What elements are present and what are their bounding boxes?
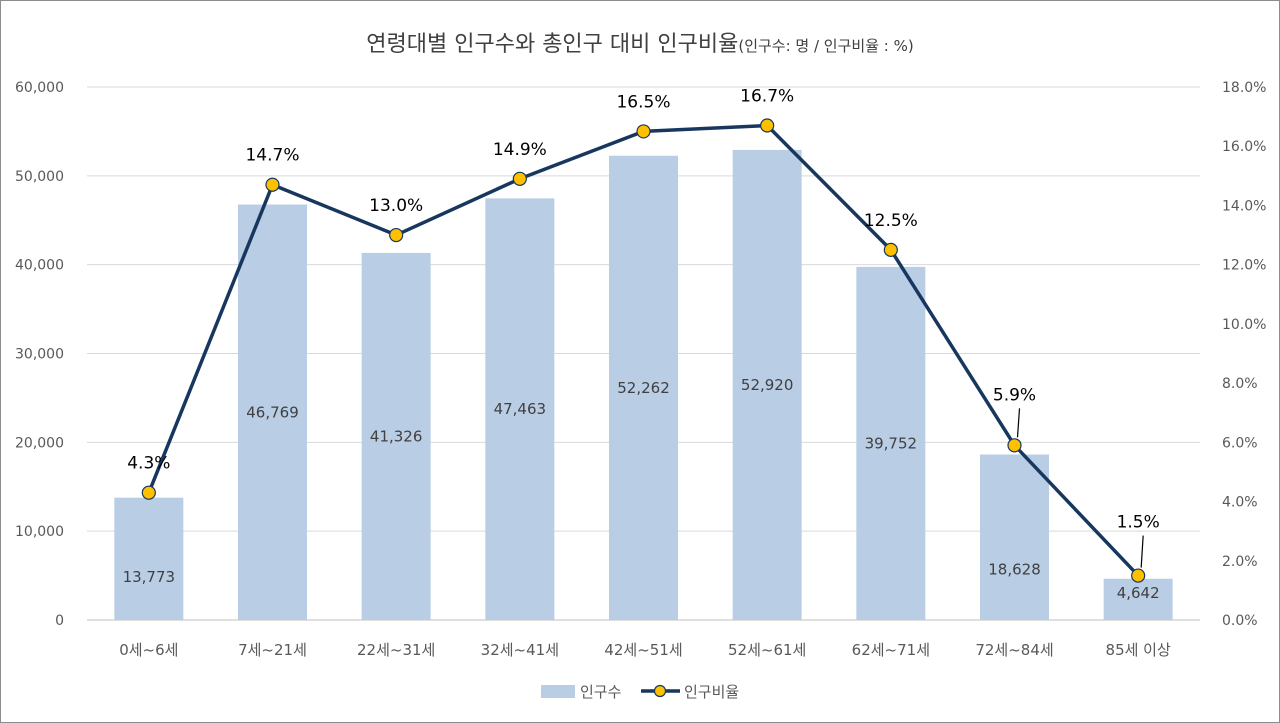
left-axis-tick-label: 20,000 (15, 435, 64, 451)
category-label: 22세~31세 (357, 641, 435, 659)
line-point (760, 118, 775, 133)
left-axis-tick-label: 50,000 (15, 169, 64, 185)
category-label: 42세~51세 (604, 641, 682, 659)
category-label: 0세~6세 (119, 641, 178, 659)
right-axis-tick-label: 10.0% (1222, 317, 1266, 333)
bar (1103, 578, 1173, 620)
right-axis-tick-label: 0.0% (1222, 613, 1258, 629)
legend: 인구수 인구비율 (541, 683, 739, 701)
bar (732, 149, 802, 621)
line-label-leader (1016, 408, 1021, 438)
chart-title: 연령대별 인구수와 총인구 대비 인구비율(인구수: 명 / 인구비율 : %) (0, 26, 1280, 58)
bar (856, 266, 926, 620)
right-axis-tick-label: 14.0% (1222, 198, 1266, 214)
line-label-leader (1140, 535, 1144, 568)
bar-data-label: 41,326 (370, 427, 423, 445)
bar-data-label: 18,628 (988, 560, 1041, 578)
bar (114, 497, 184, 620)
legend-bar-swatch (541, 685, 575, 698)
legend-bar-label: 인구수 (580, 683, 621, 701)
right-axis-tick-label: 2.0% (1222, 554, 1258, 570)
bar-data-label: 4,642 (1117, 584, 1160, 602)
legend-line-label: 인구비율 (684, 683, 739, 701)
left-axis-tick-label: 40,000 (15, 258, 64, 274)
line-point (512, 171, 527, 186)
line-data-label: 14.9% (493, 140, 547, 160)
line-point (1007, 438, 1022, 453)
line-point (636, 124, 651, 139)
line-data-label: 16.7% (740, 86, 794, 106)
left-axis-ticks: 0 10,000 20,000 30,000 40,000 50,000 60,000 (15, 80, 64, 629)
line-point (265, 177, 280, 192)
line-point (389, 227, 404, 243)
line-data-label: 12.5% (864, 211, 918, 231)
bar (485, 198, 555, 620)
bar-data-label: 52,262 (617, 379, 670, 397)
bar-data-label: 46,769 (246, 403, 299, 421)
left-axis-tick-label: 10,000 (15, 524, 64, 540)
bar-data-labels: 13,773 46,769 41,326 47,463 52,262 52,920 39,7… (123, 376, 1160, 602)
bar (980, 454, 1049, 620)
line-data-label: 1.5% (1117, 513, 1160, 533)
line-point (883, 242, 898, 257)
bar (238, 204, 307, 620)
chart-title-subtitle: (인구수: 명 / 인구비율 : %) (738, 37, 914, 55)
category-label: 85세 이상 (1106, 641, 1171, 659)
line-series (141, 118, 1146, 583)
right-axis-tick-label: 12.0% (1222, 258, 1266, 274)
line-point (1131, 568, 1146, 583)
line-data-labels: 4.3% 14.7% 13.0% 14.9% 16.5% 16.7% 12.5% 5.9% 1.… (127, 86, 1160, 568)
bar-series (114, 149, 1173, 621)
right-axis-tick-label: 4.0% (1222, 495, 1258, 511)
left-axis-tick-label: 60,000 (15, 80, 64, 96)
right-axis-tick-label: 18.0% (1222, 80, 1266, 96)
legend-line-marker (653, 684, 667, 698)
bar (609, 155, 678, 620)
right-axis-tick-label: 8.0% (1222, 376, 1258, 392)
bar-data-label: 52,920 (741, 376, 794, 394)
line-point (141, 485, 156, 500)
bar-data-label: 13,773 (123, 568, 176, 586)
category-label: 52세~61세 (728, 641, 806, 659)
left-axis-tick-label: 30,000 (15, 347, 64, 363)
line-data-label: 14.7% (245, 146, 299, 166)
chart-title-main: 연령대별 인구수와 총인구 대비 인구비율 (366, 32, 739, 57)
bar (361, 252, 431, 620)
line-data-label: 4.3% (127, 454, 170, 474)
line-data-label: 5.9% (993, 385, 1036, 405)
category-axis-labels: 0세~6세 7세~21세 22세~31세 32세~41세 42세~51세 52세~61세 6… (119, 641, 1171, 659)
line-data-label: 16.5% (616, 92, 670, 112)
category-label: 7세~21세 (238, 641, 307, 659)
bar-data-label: 47,463 (494, 400, 547, 418)
category-label: 32세~41세 (481, 641, 559, 659)
right-axis-tick-label: 6.0% (1222, 435, 1258, 451)
category-label: 72세~84세 (975, 641, 1053, 659)
line-data-label: 13.0% (369, 196, 423, 216)
bar-data-label: 39,752 (865, 434, 918, 452)
right-axis-ticks: 0.0% 2.0% 4.0% 6.0% 8.0% 10.0% 12.0% 14.0% 16.0%… (1222, 80, 1266, 629)
left-axis-tick-label: 0 (55, 613, 64, 629)
right-axis-tick-label: 16.0% (1222, 139, 1266, 155)
category-label: 62세~71세 (852, 641, 930, 659)
